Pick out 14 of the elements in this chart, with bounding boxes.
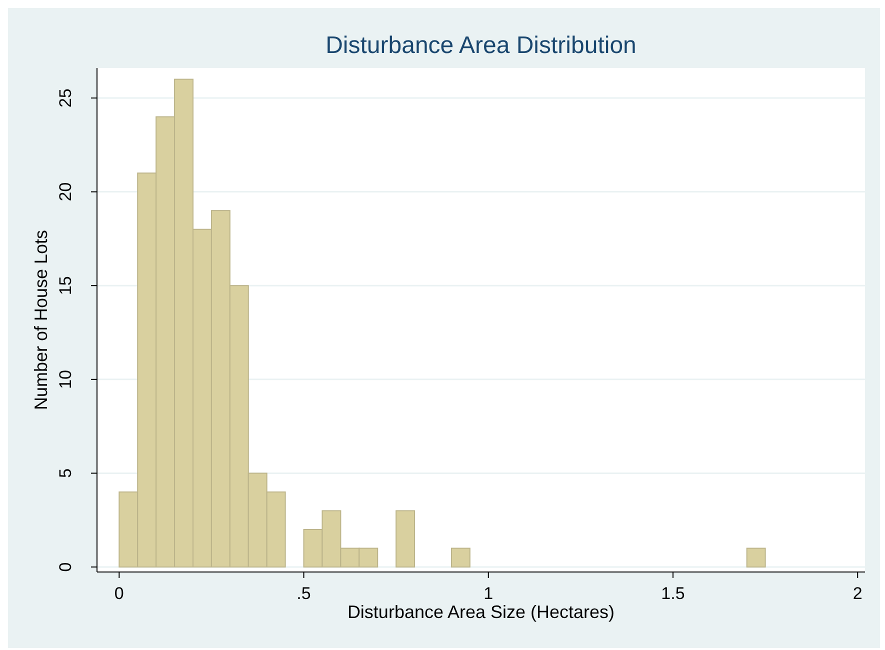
- y-tick-label: 25: [56, 88, 75, 108]
- y-tick-label: 20: [56, 182, 75, 202]
- x-tick-label: 0: [114, 584, 124, 603]
- y-tick-label: 15: [56, 276, 75, 296]
- chart-title: Disturbance Area Distribution: [326, 32, 636, 59]
- y-tick-label: 0: [56, 562, 75, 572]
- y-axis-title: Number of House Lots: [31, 230, 51, 410]
- x-tick-label: 2: [852, 584, 862, 603]
- y-tick-label: 10: [56, 370, 75, 389]
- y-tick-label: 5: [56, 468, 75, 478]
- x-tick-label: 1: [484, 584, 494, 603]
- x-axis-title: Disturbance Area Size (Hectares): [347, 602, 615, 622]
- x-tick-label: .5: [296, 584, 311, 603]
- x-tick-label: 1.5: [661, 584, 685, 603]
